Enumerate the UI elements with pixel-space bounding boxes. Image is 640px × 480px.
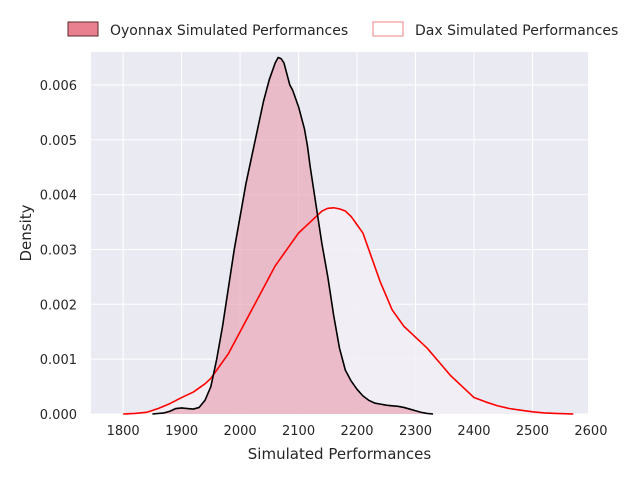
legend-swatch-oyonnax xyxy=(67,21,99,37)
y-tick-label: 0.000 xyxy=(40,408,77,423)
x-tick-label: 2400 xyxy=(457,424,490,439)
y-tick-label: 0.006 xyxy=(40,79,77,94)
series-layer xyxy=(123,56,574,415)
y-tick-label: 0.002 xyxy=(40,298,77,313)
x-axis-label: Simulated Performances xyxy=(248,445,432,463)
x-tick-labels: 1800 1900 2000 2100 2200 2300 2400 2500 2600 xyxy=(107,424,608,439)
x-tick-label: 2300 xyxy=(399,424,432,439)
y-tick-label: 0.001 xyxy=(40,353,77,368)
y-tick-label: 0.005 xyxy=(40,134,77,149)
x-tick-label: 2000 xyxy=(224,424,257,439)
y-axis-label: Density xyxy=(17,204,35,261)
legend-label-oyonnax: Oyonnax Simulated Performances xyxy=(110,23,348,39)
dax-density-line xyxy=(123,206,574,415)
x-tick-label: 2600 xyxy=(574,424,607,439)
oyonnax-density-line xyxy=(152,56,434,415)
x-tick-label: 2500 xyxy=(516,424,549,439)
x-tick-label: 2100 xyxy=(282,424,315,439)
y-tick-label: 0.004 xyxy=(40,189,77,204)
plot-area xyxy=(91,52,588,415)
legend-label-dax: Dax Simulated Performances xyxy=(415,23,618,39)
y-tick-labels: 0.000 0.001 0.002 0.003 0.004 0.005 0.006 xyxy=(40,79,77,423)
legend-swatch-dax xyxy=(372,21,404,37)
oyonnax-density-fill xyxy=(152,57,434,414)
x-tick-label: 1800 xyxy=(107,424,140,439)
y-tick-label: 0.003 xyxy=(40,243,77,258)
x-tick-label: 2200 xyxy=(340,424,373,439)
legend: Oyonnax Simulated Performances Dax Simul… xyxy=(67,21,618,39)
x-tick-label: 1900 xyxy=(165,424,198,439)
